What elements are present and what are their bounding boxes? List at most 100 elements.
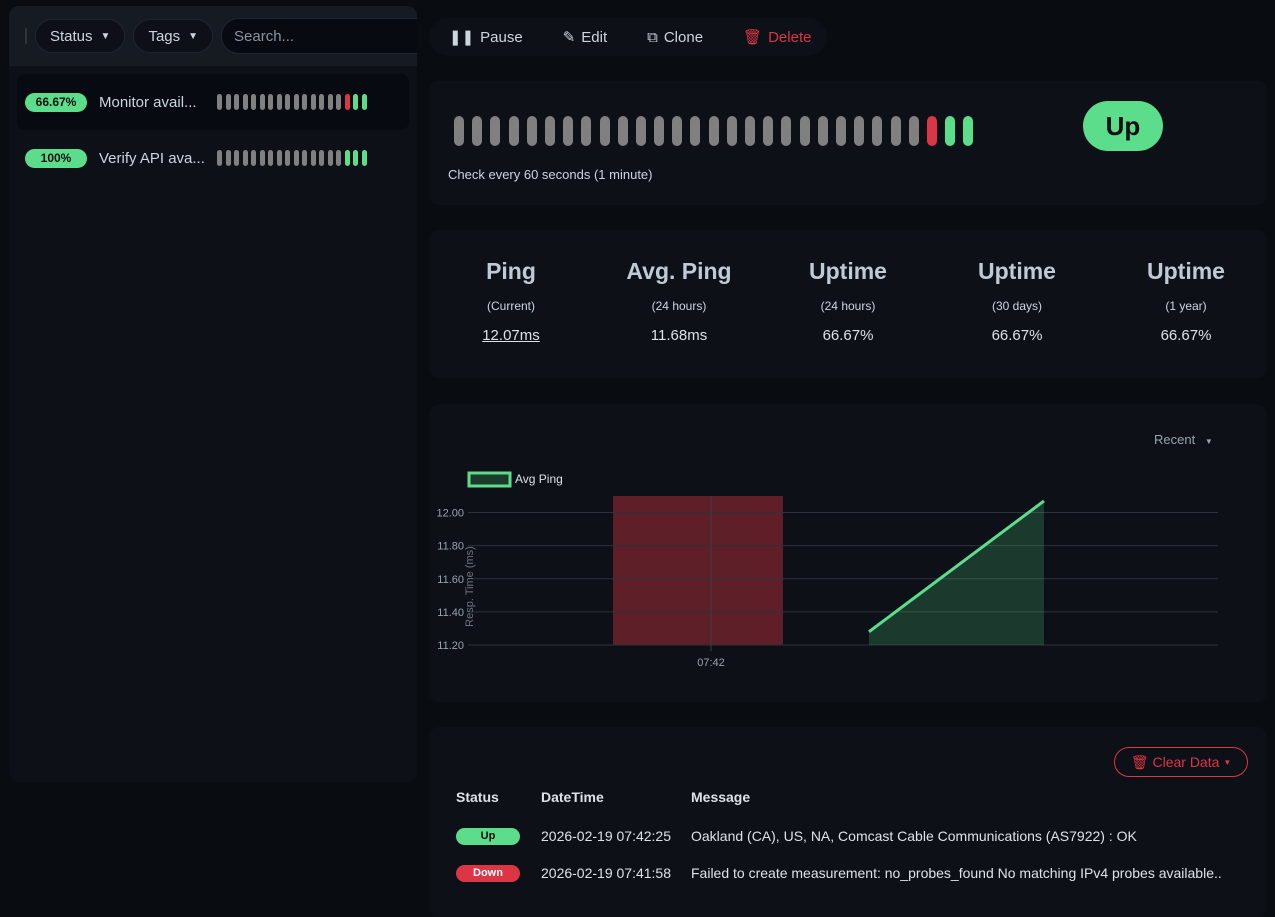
heartbeat-empty bbox=[563, 116, 574, 146]
heartbeat-empty bbox=[599, 116, 610, 146]
status-filter[interactable]: Status ▼ bbox=[35, 19, 126, 53]
datetime-cell: 2026-02-19 07:42:25 bbox=[541, 827, 671, 844]
heartbeat-empty bbox=[799, 116, 810, 146]
heartbeat-empty bbox=[319, 94, 324, 110]
edit-button[interactable]: ✎ Edit bbox=[563, 28, 608, 47]
stat-subtitle: (30 days) bbox=[991, 299, 1043, 313]
heartbeat-empty bbox=[726, 116, 737, 146]
period-dropdown[interactable]: Recent ▼ bbox=[1154, 432, 1213, 447]
clone-label: Clone bbox=[663, 28, 704, 46]
trash-icon: 🗑 bbox=[743, 29, 763, 46]
y-tick-label: 11.80 bbox=[437, 541, 464, 553]
heartbeat-empty bbox=[581, 116, 592, 146]
heartbeat-empty bbox=[508, 116, 519, 146]
heartbeat-empty bbox=[242, 94, 248, 110]
datetime-cell: 2026-02-19 07:41:58 bbox=[541, 864, 671, 881]
heartbeat-empty bbox=[690, 116, 701, 146]
events-card: 🗑 Clear Data ▼ Status DateTime Message Up 2… bbox=[429, 727, 1267, 917]
x-tick-label: 07:42 bbox=[697, 657, 725, 669]
stat-4: Uptime (1 year) 66.67% bbox=[1101, 258, 1271, 344]
monitor-item[interactable]: 100% Verify API ava... bbox=[17, 130, 409, 186]
heartbeat-empty bbox=[293, 150, 299, 166]
table-row: Down 2026-02-19 07:41:58 Failed to create … bbox=[449, 854, 1229, 891]
heartbeat-empty bbox=[310, 94, 316, 110]
status-filter-label: Status bbox=[50, 27, 93, 45]
y-axis-label: Resp. Time (ms) bbox=[464, 546, 476, 627]
stat-value: 11.68ms bbox=[650, 327, 708, 344]
heartbeat-up bbox=[361, 150, 367, 166]
heartbeat-empty bbox=[276, 94, 282, 110]
heartbeat-empty bbox=[319, 150, 324, 166]
heartbeat-empty bbox=[763, 116, 774, 146]
tags-filter[interactable]: Tags ▼ bbox=[133, 19, 214, 53]
table-row: Up 2026-02-19 07:42:25 Oakland (CA), US, N… bbox=[449, 817, 1229, 854]
heartbeat-empty bbox=[781, 116, 792, 146]
legend-label[interactable]: Avg Ping bbox=[515, 472, 563, 486]
heartbeat-empty bbox=[285, 150, 290, 166]
delete-button[interactable]: 🗑 Delete bbox=[743, 28, 811, 47]
status-badge: Up bbox=[1083, 101, 1163, 151]
column-header-status: Status bbox=[456, 789, 499, 805]
chart-card: Recent ▼ 11.20 11.40 11.60 11.80 12.00 07:42 R… bbox=[429, 404, 1267, 702]
heartbeat-up bbox=[353, 150, 358, 166]
monitor-list-sidebar: Status ▼ Tags ▼ 66.67% Monitor avail... 10… bbox=[9, 6, 417, 782]
heartbeat-down bbox=[926, 116, 937, 146]
pause-button[interactable]: ❚❚ Pause bbox=[449, 28, 523, 47]
heartbeat-empty bbox=[526, 116, 537, 146]
heartbeat-bar bbox=[217, 94, 367, 110]
pause-label: Pause bbox=[480, 28, 523, 46]
events-table: Status DateTime Message Up 2026-02-19 07:… bbox=[449, 785, 1229, 891]
heartbeat-empty bbox=[225, 94, 231, 110]
heartbeat-bar bbox=[454, 116, 974, 146]
caret-down-icon: ▼ bbox=[1204, 437, 1213, 446]
clear-data-button[interactable]: 🗑 Clear Data ▼ bbox=[1114, 747, 1248, 777]
heartbeat-empty bbox=[251, 94, 256, 110]
heartbeat-empty bbox=[217, 94, 222, 110]
message-cell: Oakland (CA), US, NA, Comcast Cable Comm… bbox=[691, 827, 1137, 844]
heartbeat-empty bbox=[285, 94, 290, 110]
stat-subtitle: (1 year) bbox=[1165, 299, 1207, 313]
select-all-checkbox[interactable] bbox=[25, 28, 27, 44]
heartbeat-empty bbox=[472, 116, 483, 146]
heartbeat-empty bbox=[251, 150, 256, 166]
heartbeat-empty bbox=[817, 116, 828, 146]
heartbeat-empty bbox=[544, 116, 555, 146]
heartbeat-empty bbox=[259, 150, 265, 166]
heartbeat-empty bbox=[234, 150, 239, 166]
stat-subtitle: (24 hours) bbox=[651, 299, 707, 313]
heartbeat-empty bbox=[654, 116, 665, 146]
search-input[interactable] bbox=[221, 18, 417, 54]
heartbeat-up bbox=[963, 116, 974, 146]
heartbeat-empty bbox=[908, 116, 919, 146]
stat-title: Uptime bbox=[809, 258, 887, 284]
heartbeat-empty bbox=[310, 150, 316, 166]
heartbeat-empty bbox=[708, 116, 719, 146]
column-header-datetime: DateTime bbox=[541, 789, 604, 805]
response-time-chart: 11.20 11.40 11.60 11.80 12.00 07:42 Resp. Time… bbox=[436, 471, 1218, 669]
heartbeat-bar bbox=[217, 150, 367, 166]
heartbeat-empty bbox=[336, 94, 341, 110]
stat-value[interactable]: 12.07ms bbox=[482, 327, 540, 344]
heartbeat-empty bbox=[336, 150, 341, 166]
monitor-item[interactable]: 66.67% Monitor avail... bbox=[17, 74, 409, 130]
trash-icon: 🗑 bbox=[1130, 753, 1149, 770]
heartbeat-empty bbox=[293, 94, 299, 110]
heartbeat-empty bbox=[259, 94, 265, 110]
monitor-toolbar: ❚❚ Pause ✎ Edit ⧉ Clone 🗑 Delete bbox=[429, 18, 827, 56]
heartbeat-empty bbox=[327, 150, 333, 166]
stat-title: Uptime bbox=[978, 258, 1056, 284]
clone-button[interactable]: ⧉ Clone bbox=[647, 29, 703, 46]
heartbeat-empty bbox=[745, 116, 755, 146]
status-badge: Down bbox=[456, 865, 520, 882]
heartbeat-empty bbox=[454, 116, 464, 146]
stat-title: Avg. Ping bbox=[626, 258, 732, 284]
y-tick-label: 11.40 bbox=[437, 607, 464, 619]
heartbeat-empty bbox=[490, 116, 501, 146]
monitor-name: Monitor avail... bbox=[99, 93, 197, 111]
heartbeat-empty bbox=[854, 116, 865, 146]
avg-ping-area bbox=[869, 500, 1044, 645]
stat-2: Uptime (24 hours) 66.67% bbox=[763, 258, 933, 344]
heartbeat-up bbox=[353, 94, 358, 110]
edit-label: Edit bbox=[581, 28, 608, 46]
avg-ping-line bbox=[868, 499, 1045, 633]
